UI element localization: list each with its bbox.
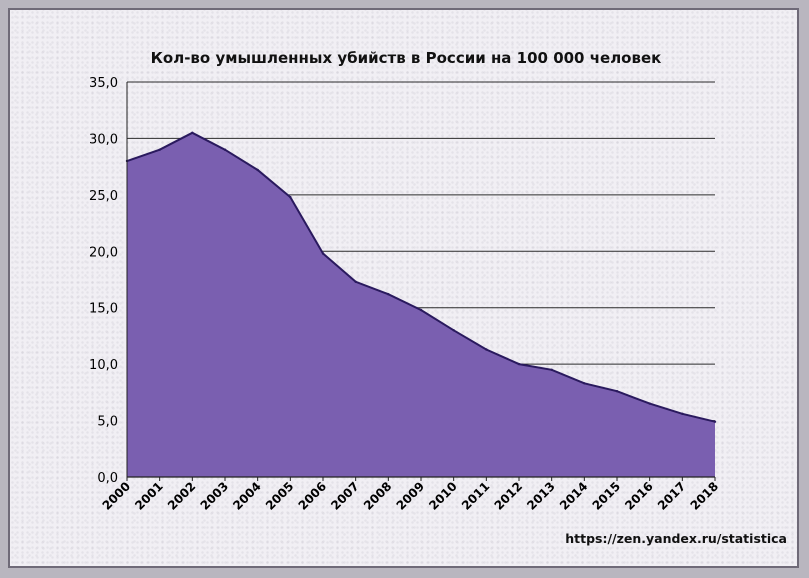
- x-tick-label: 2017: [655, 479, 689, 513]
- x-tick-label: 2012: [492, 479, 526, 513]
- area-fill: [127, 132, 715, 478]
- y-tick-label: 20,0: [89, 245, 118, 260]
- x-tick-label: 2009: [394, 479, 428, 513]
- x-tick-label: 2005: [263, 479, 297, 513]
- data-area: [125, 131, 717, 478]
- data-point: [158, 148, 161, 151]
- data-point: [648, 402, 651, 405]
- data-point: [387, 293, 390, 296]
- x-tick-label: 2004: [230, 479, 264, 513]
- y-tick-label: 10,0: [89, 358, 118, 373]
- data-point: [681, 412, 684, 415]
- x-tick-label: 2002: [165, 479, 199, 513]
- data-point: [419, 308, 423, 312]
- watermark-url: https://zen.yandex.ru/statistica: [565, 531, 787, 546]
- data-point: [713, 420, 717, 423]
- data-point: [321, 252, 325, 255]
- data-point: [485, 348, 488, 351]
- data-point: [550, 368, 553, 371]
- data-point: [583, 382, 586, 385]
- data-point: [615, 390, 619, 393]
- data-point: [191, 131, 194, 134]
- x-tick-label: 2016: [622, 479, 656, 513]
- x-tick-label: 2014: [557, 479, 591, 513]
- x-tick-label: 2015: [590, 479, 624, 513]
- data-point: [452, 329, 455, 332]
- y-tick-label: 35,0: [89, 76, 118, 91]
- x-axis-ticks: 2000 2001 2002 2003 2004 2005 2006 2007 2008 2009…: [100, 477, 722, 513]
- chart-title: Кол-во умышленных убийств в России на 10…: [151, 49, 662, 67]
- y-tick-label: 15,0: [89, 302, 118, 317]
- x-tick-label: 2007: [328, 479, 362, 513]
- y-tick-label: 5,0: [97, 415, 118, 430]
- y-tick-label: 0,0: [97, 471, 118, 486]
- x-tick-label: 2003: [198, 479, 232, 513]
- x-tick-label: 2008: [361, 479, 395, 513]
- data-point: [223, 148, 227, 151]
- x-tick-label: 2018: [688, 479, 722, 513]
- y-tick-label: 25,0: [89, 189, 118, 204]
- data-point: [256, 168, 259, 172]
- data-point: [289, 195, 292, 199]
- x-tick-label: 2006: [296, 479, 330, 513]
- x-tick-label: 2001: [132, 479, 166, 513]
- data-point: [517, 362, 521, 366]
- x-tick-label: 2011: [459, 479, 493, 513]
- x-tick-label: 2010: [426, 479, 460, 513]
- x-tick-label: 2013: [524, 479, 558, 513]
- y-tick-label: 30,0: [89, 132, 118, 147]
- data-point: [354, 280, 357, 283]
- y-axis-ticks: 0,0 5,0 10,0 15,0 20,0 25,0 30,0 35,0: [89, 76, 118, 486]
